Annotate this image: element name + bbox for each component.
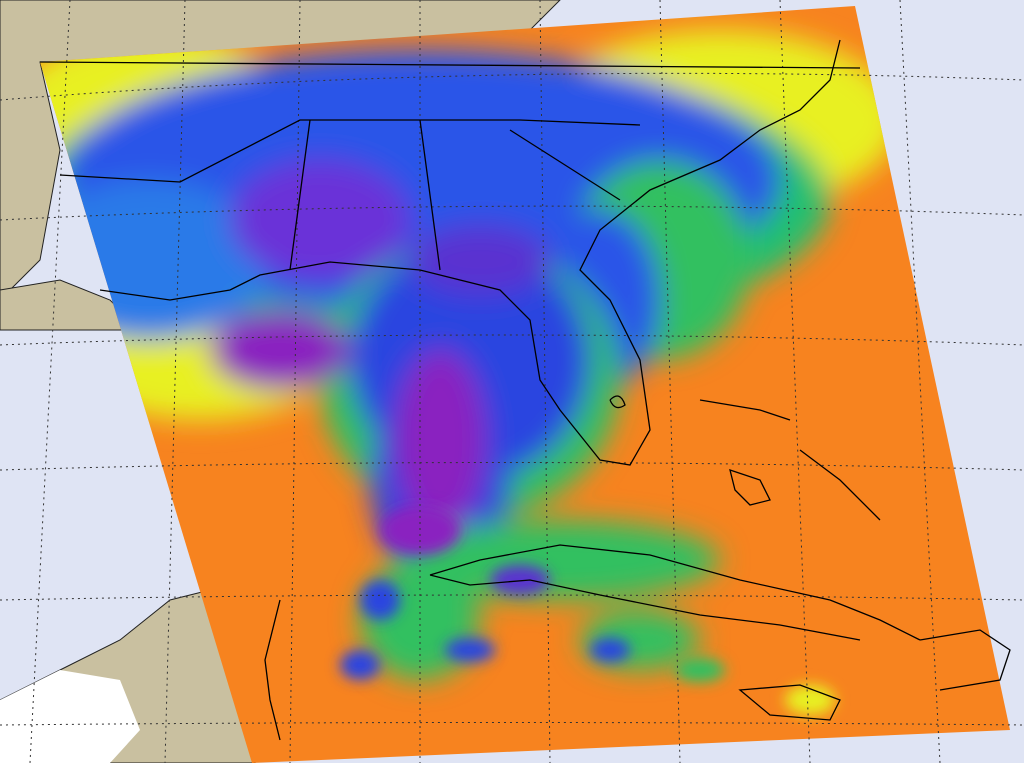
cloud-field [40,30,900,680]
coastlines [39,39,1011,741]
cloud-white [0,670,140,763]
